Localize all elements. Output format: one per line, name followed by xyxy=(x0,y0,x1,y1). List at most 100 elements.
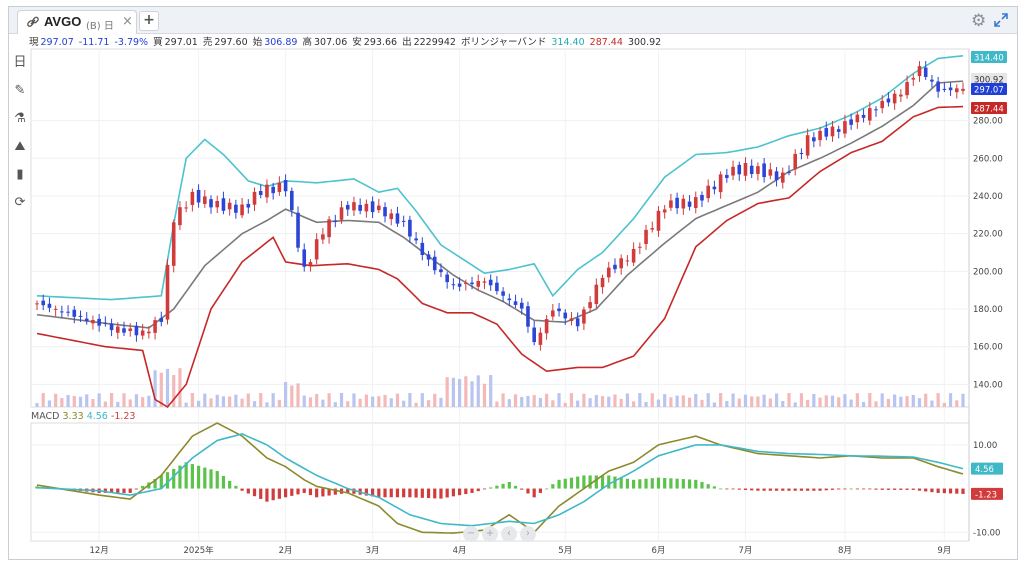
price-chart-area[interactable]: 140.00 160.00 180.00 200.00 220.00 240.00 260.… xyxy=(9,7,1017,559)
volume-bar xyxy=(402,400,406,407)
macd-histogram-bar xyxy=(737,488,741,490)
y-tick-label: 200.00 xyxy=(973,267,1003,277)
candle-body xyxy=(314,239,319,260)
volume-bar xyxy=(333,402,337,407)
candle-body xyxy=(538,332,543,345)
candle-body xyxy=(476,281,481,287)
candle-body xyxy=(774,171,779,181)
x-tick-label: 8月 xyxy=(838,546,852,556)
tab-close-button[interactable]: × xyxy=(122,14,133,29)
volume-bar xyxy=(563,402,567,407)
candle-body xyxy=(793,153,798,170)
macd-histogram-bar xyxy=(501,483,505,489)
macd-histogram-bar xyxy=(482,488,487,490)
macd-histogram-bar xyxy=(41,487,45,489)
volume-bar xyxy=(60,398,64,407)
refresh-icon[interactable]: ⟳ xyxy=(14,195,26,210)
volume-bar xyxy=(719,393,723,407)
macd-histogram-bar xyxy=(663,477,667,489)
macd-histogram-bar xyxy=(103,488,107,493)
mountain-chart-icon[interactable]: ⛰ xyxy=(14,139,26,154)
volume-bar xyxy=(911,394,915,407)
candle-body xyxy=(662,209,667,213)
macd-histogram-bar xyxy=(153,478,157,489)
candle-body xyxy=(296,212,300,248)
flask-icon[interactable]: ⚗ xyxy=(14,111,26,126)
macd-histogram-bar xyxy=(700,482,704,489)
volume-bar xyxy=(656,399,661,407)
candle-body xyxy=(128,328,133,332)
candle-body xyxy=(880,100,885,109)
macd-histogram-bar xyxy=(402,488,406,498)
expand-icon[interactable] xyxy=(993,12,1009,28)
candle-body xyxy=(91,320,95,324)
macd-legend: MACD 3.33 4.56 -1.23 xyxy=(31,411,135,422)
volume-bar xyxy=(837,397,841,407)
candle-body xyxy=(153,320,157,333)
volume-bar xyxy=(594,394,598,407)
current-label: 現 xyxy=(29,37,39,48)
gear-icon[interactable]: ⚙ xyxy=(971,11,987,31)
macd-histogram-bar xyxy=(526,488,530,494)
macd-histogram-bar xyxy=(451,488,455,497)
pen-icon[interactable]: ✎ xyxy=(14,83,26,98)
upper-price-tag xyxy=(971,51,1007,63)
x-tick-label: 7月 xyxy=(739,546,753,556)
y-tick-label: 180.00 xyxy=(973,305,1003,315)
macd-histogram-bar xyxy=(327,488,331,496)
zoom-out-icon[interactable]: − xyxy=(463,526,479,542)
candle-body xyxy=(221,198,226,211)
bollinger-lower-line xyxy=(36,105,964,409)
tab-avgo[interactable]: AVGO (B) 日 × xyxy=(17,10,137,34)
candle-body xyxy=(389,213,394,220)
x-tick-label: 2025年 xyxy=(184,545,215,556)
scroll-right-icon[interactable]: › xyxy=(520,526,536,542)
volume-bar xyxy=(675,395,679,407)
macd-histogram-bar xyxy=(134,488,139,490)
calendar-icon[interactable]: 日 xyxy=(13,55,27,70)
candle-body xyxy=(619,258,623,269)
candle-body xyxy=(277,182,282,192)
volume-bar xyxy=(35,403,39,407)
macd-histogram-bar xyxy=(35,486,39,489)
macd-histogram-bar xyxy=(768,488,772,491)
volume-bar xyxy=(507,399,511,407)
macd-histogram-bar xyxy=(675,478,679,489)
volume-bar xyxy=(588,398,592,407)
scroll-left-icon[interactable]: ‹ xyxy=(501,526,517,542)
volume-bar xyxy=(532,395,536,407)
signal-tag-text: 4.56 xyxy=(975,465,994,475)
macd-histogram-bar xyxy=(625,478,630,489)
volume-bar xyxy=(526,395,530,407)
hist-tag-text: -1.23 xyxy=(975,490,997,500)
volume-bar xyxy=(607,396,611,407)
macd-histogram-bar xyxy=(507,482,511,489)
candle-body xyxy=(824,128,829,137)
bar-chart-icon[interactable]: ▮ xyxy=(16,167,24,182)
macd-histogram-bar xyxy=(750,488,754,491)
macd-histogram-bar xyxy=(936,488,940,493)
macd-histogram-bar xyxy=(234,485,238,489)
candle-body xyxy=(532,327,536,343)
volume-bar xyxy=(47,400,52,407)
volume-bar xyxy=(259,393,263,407)
candle-body xyxy=(171,222,176,266)
zoom-in-icon[interactable]: + xyxy=(482,526,498,542)
candle-body xyxy=(35,303,39,305)
macd-histogram-bar xyxy=(122,488,126,493)
volume-bar xyxy=(625,393,630,407)
candle-body xyxy=(122,328,126,333)
candle-body xyxy=(849,119,853,125)
macd-histogram-bar xyxy=(781,488,785,491)
add-tab-button[interactable]: + xyxy=(139,11,159,31)
volume-bar xyxy=(619,398,623,407)
macd-histogram-bar xyxy=(955,488,959,494)
volume-bar xyxy=(159,372,163,407)
volume-bar xyxy=(240,398,244,407)
volume-bar xyxy=(122,393,126,407)
macd-histogram-bar xyxy=(731,488,735,490)
candle-body xyxy=(787,171,791,173)
volume-bar xyxy=(451,377,455,407)
volume-bar xyxy=(681,395,685,407)
macd-histogram-bar xyxy=(333,488,337,495)
